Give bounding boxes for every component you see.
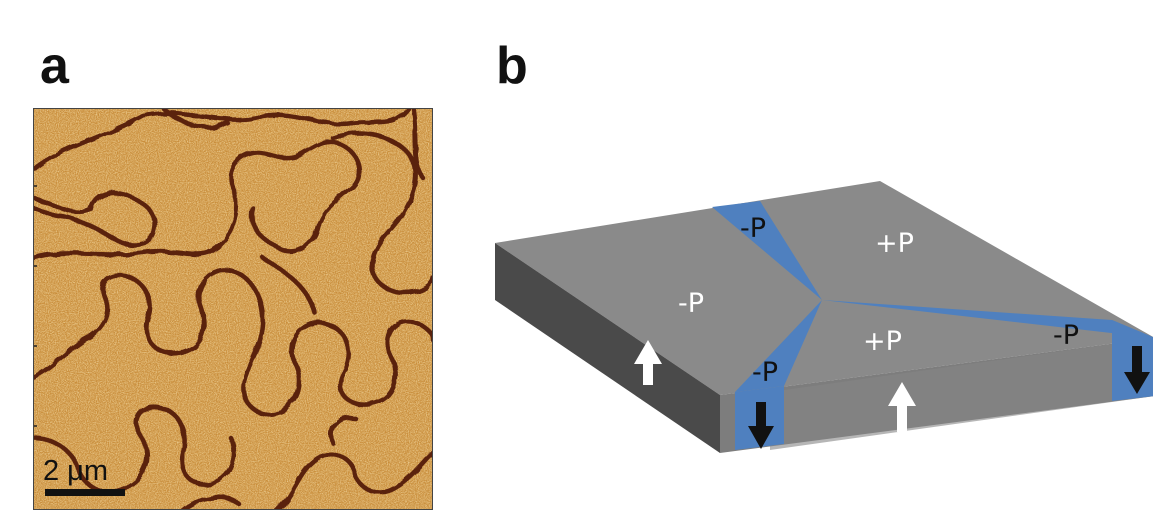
domain-walls (33, 108, 433, 510)
white-up-arrow-icon (634, 340, 662, 385)
white-up-arrow-icon (888, 382, 916, 432)
afm-frame (33, 108, 433, 510)
black-down-arrow-icon (1124, 346, 1150, 394)
domain-wall-top-strip (712, 201, 822, 300)
label-top-strip: -P (740, 213, 766, 244)
label-front-center: +P (863, 326, 902, 357)
ferroelectric-block-diagram: -P +P -P +P -P -P (495, 181, 1153, 453)
label-right-strip: -P (1053, 320, 1079, 351)
label-top-left-center: -P (678, 288, 704, 319)
block-top-face (495, 181, 1153, 395)
black-down-arrow-icon (748, 402, 774, 449)
block-left-side-face (495, 243, 720, 453)
label-left-strip: -P (752, 357, 778, 388)
front-face-shade (770, 338, 1153, 450)
scale-bar (45, 489, 125, 496)
scale-bar-label: 2 μm (43, 455, 108, 487)
domain-wall-left-strip (735, 300, 822, 392)
panel-a-label: a (40, 37, 69, 95)
pfm-domain-image: 2 μm (33, 108, 433, 510)
panel-b-label: b (496, 37, 528, 95)
label-top-right: +P (875, 228, 914, 259)
